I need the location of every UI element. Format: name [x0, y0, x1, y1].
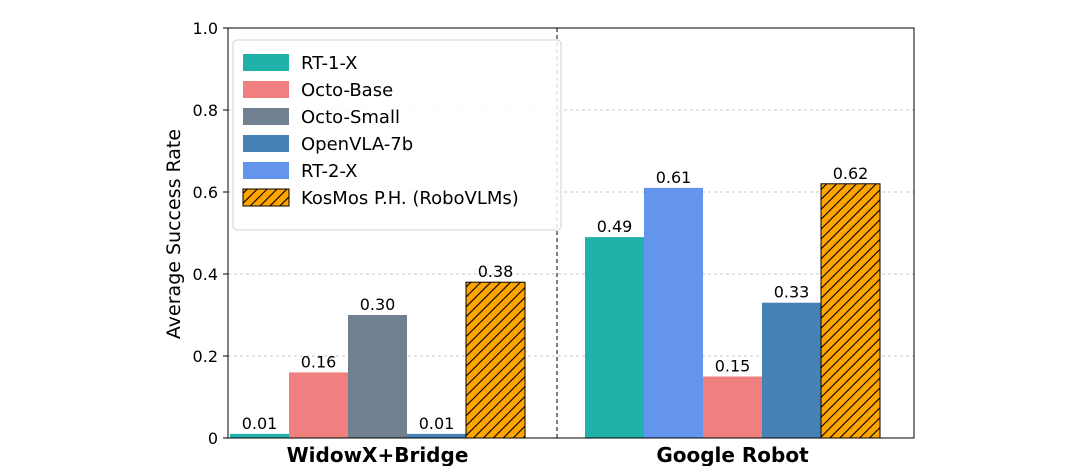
bar — [703, 376, 762, 438]
legend-swatch — [242, 188, 290, 207]
y-tick-label: 0.6 — [193, 183, 218, 202]
y-tick-label: 0.4 — [193, 265, 218, 284]
bar — [465, 281, 526, 439]
bar-data-label: 0.61 — [656, 168, 692, 187]
legend-swatch — [243, 54, 289, 71]
legend-swatch — [243, 81, 289, 98]
legend-entry-label: RT-2-X — [301, 161, 357, 182]
bar-data-label: 0.49 — [597, 217, 633, 236]
bars: 0.01 0.16 0.30 0.01 0.38 0.49 0.61 0.15 0.33 0.62 — [230, 164, 881, 439]
bar-data-label: 0.01 — [242, 414, 278, 433]
bar-data-label: 0.62 — [833, 164, 869, 183]
bar — [348, 315, 407, 438]
bar-data-label: 0.15 — [715, 357, 751, 376]
legend-entry-label: OpenVLA-7b — [301, 134, 413, 155]
bar-data-label: 0.38 — [478, 262, 514, 281]
legend-swatch — [243, 108, 289, 125]
legend-entry-label: RT-1-X — [301, 53, 357, 74]
bar — [762, 302, 821, 438]
bar-data-label: 0.01 — [419, 414, 455, 433]
axes: 0 0.2 0.4 0.6 0.8 1.0 WidowX+Bridge Google Robo… — [193, 19, 915, 466]
x-group-label: Google Robot — [656, 443, 809, 466]
bar — [644, 187, 703, 438]
bar — [407, 433, 466, 438]
legend-entry-label: Octo-Base — [301, 80, 393, 101]
bar — [230, 433, 289, 438]
y-tick-label: 0 — [208, 429, 218, 448]
y-tick-label: 1.0 — [193, 19, 218, 38]
bar-data-label: 0.33 — [774, 283, 810, 302]
plot-frame — [227, 27, 915, 439]
bar-data-label: 0.16 — [301, 352, 337, 371]
bar — [289, 372, 348, 438]
bar-data-label: 0.30 — [360, 295, 396, 314]
legend-entry-label: Octo-Small — [301, 107, 400, 128]
legend-box — [232, 39, 562, 231]
bar — [585, 237, 644, 438]
legend-swatch — [243, 135, 289, 152]
y-tick-label: 0.8 — [193, 101, 218, 120]
legend-entry-label: KosMos P.H. (RoboVLMs) — [301, 188, 519, 209]
x-group-label: WidowX+Bridge — [287, 443, 469, 466]
y-axis-label: Average Success Rate — [163, 129, 185, 339]
bar — [820, 183, 881, 439]
legend-swatch — [243, 162, 289, 179]
legend: RT-1-X Octo-Base Octo-Small OpenVLA-7b RT-2-… — [232, 39, 562, 231]
y-tick-label: 0.2 — [193, 347, 218, 366]
